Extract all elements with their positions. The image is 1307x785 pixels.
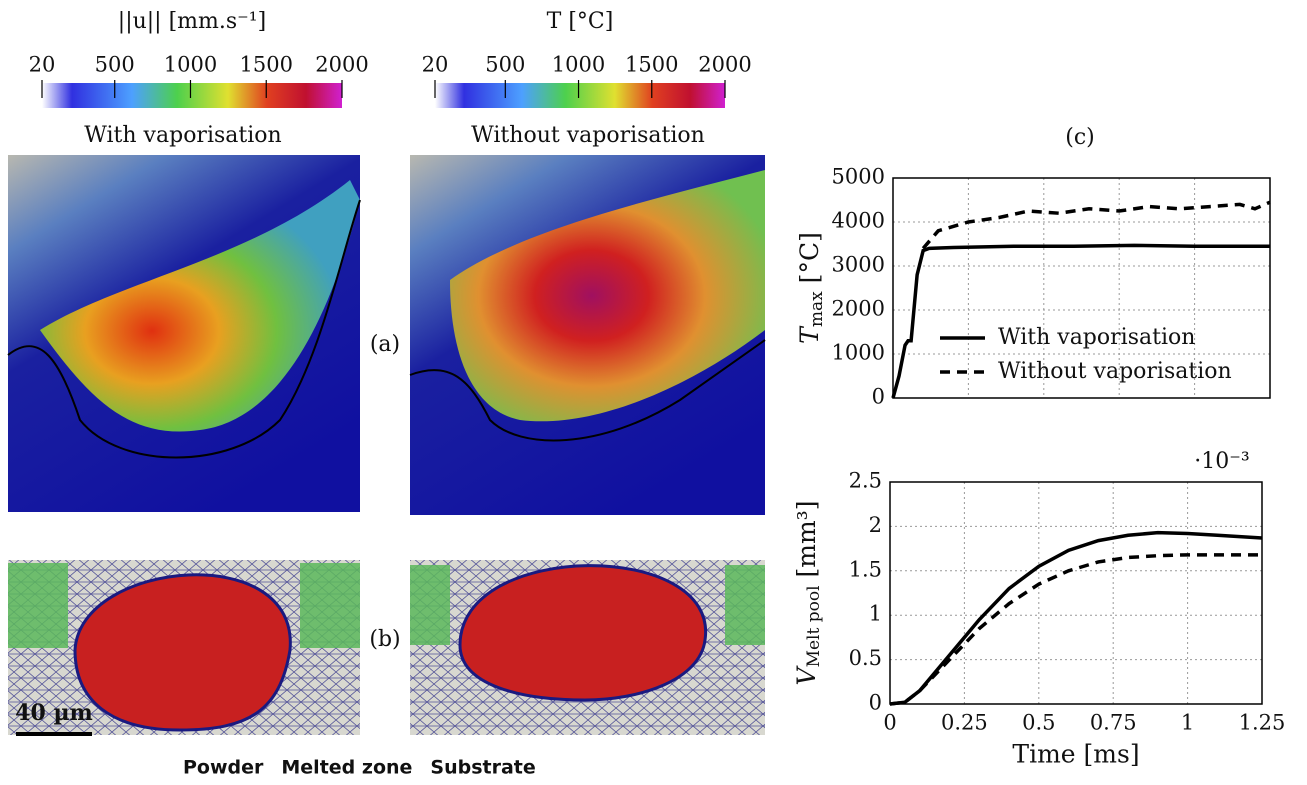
y-tick-label: 0.5 xyxy=(849,646,882,670)
colorbar-title: T [°C] xyxy=(547,9,614,34)
legend-label: Substrate xyxy=(430,757,535,779)
y-tick-label: 2000 xyxy=(832,297,885,321)
x-tick-label: 1.25 xyxy=(1239,711,1286,735)
panel-label: (c) xyxy=(1065,125,1095,150)
y-tick-label: 0 xyxy=(872,385,885,409)
y-label-sub: Melt pool xyxy=(804,585,824,667)
colorbar-tick-label: 1000 xyxy=(164,53,217,77)
line xyxy=(889,553,1262,706)
colorbar-tick-label: 2000 xyxy=(698,53,751,77)
plot-frame xyxy=(892,177,1271,399)
column-title: With vaporisation xyxy=(84,123,281,148)
y-tick-label: 3000 xyxy=(832,253,885,277)
colorbar-title: ||u|| [mm.s⁻¹] xyxy=(118,9,266,34)
colorbar-tick-label: 500 xyxy=(95,53,135,77)
colorbar-tick-label: 1000 xyxy=(552,53,605,77)
x-tick-label: 0 xyxy=(883,711,896,735)
panel-label: (b) xyxy=(369,627,400,652)
x-tick-label: 0.25 xyxy=(941,711,988,735)
x-tick-label: 0.5 xyxy=(1022,711,1055,735)
y-label-main: T xyxy=(795,325,824,344)
y-axis-label: VMelt pool [mm³] xyxy=(792,501,824,686)
y-tick-label: 2.5 xyxy=(849,469,882,493)
scale-bar-label: 40 µm xyxy=(15,700,93,726)
line xyxy=(921,200,1271,250)
y-tick-label: 5000 xyxy=(832,165,885,189)
y-tick-label: 2 xyxy=(869,513,882,537)
colorbar-tick-label: 500 xyxy=(485,53,525,77)
panel-label: (a) xyxy=(370,332,400,357)
colorbar-tick-label: 2000 xyxy=(315,53,368,77)
plot-frame xyxy=(889,481,1263,705)
y-tick-label: 4000 xyxy=(832,209,885,233)
y-tick-label: 1 xyxy=(869,602,882,626)
images xyxy=(7,155,766,736)
colorbar-tick-label: 1500 xyxy=(240,53,293,77)
x-tick-label: 0.75 xyxy=(1090,711,1137,735)
y-axis-label: Tmax [°C] xyxy=(795,232,827,344)
y-tick-label: 1000 xyxy=(832,341,885,365)
legend-label: Melted zone xyxy=(281,757,412,779)
legend-label: With vaporisation xyxy=(998,325,1195,350)
colorbar xyxy=(435,83,725,108)
legend-label: Without vaporisation xyxy=(998,359,1232,384)
colorbar-tick-label: 1500 xyxy=(625,53,678,77)
x-tick-label: 1 xyxy=(1181,711,1194,735)
x-axis-label: Time [ms] xyxy=(1012,740,1139,769)
axis-multiplier: ·10⁻³ xyxy=(1194,449,1249,474)
y-label-unit: [mm³] xyxy=(792,501,821,578)
line xyxy=(891,243,1270,399)
line xyxy=(889,530,1263,706)
column-title: Without vaporisation xyxy=(471,123,705,148)
y-tick-label: 1.5 xyxy=(849,557,882,581)
y-label-main: V xyxy=(792,664,821,685)
y-label-sub: max xyxy=(807,291,827,327)
legend-label: Powder xyxy=(183,757,264,779)
y-label-unit: [°C] xyxy=(795,232,824,283)
colorbar-tick-label: 20 xyxy=(422,53,449,77)
colorbar-tick-label: 20 xyxy=(29,53,56,77)
colorbar xyxy=(42,83,342,108)
y-tick-label: 0 xyxy=(869,691,882,715)
